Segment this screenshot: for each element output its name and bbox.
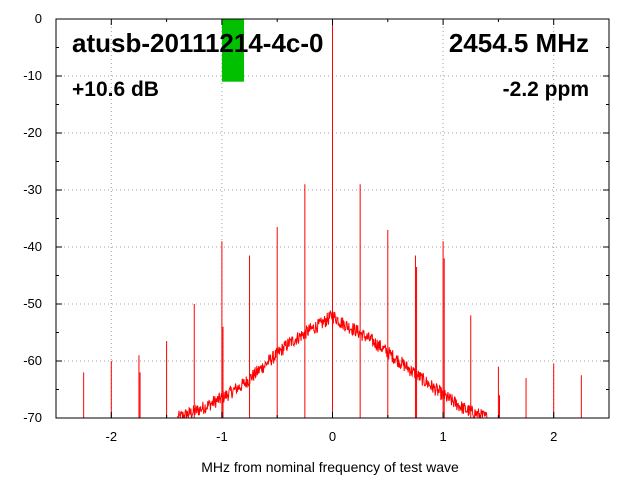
x-tick-label: 1 — [439, 429, 446, 444]
x-axis-label: MHz from nominal frequency of test wave — [201, 459, 459, 475]
y-tick-label: 0 — [35, 11, 42, 26]
y-tick-label: -40 — [23, 239, 42, 254]
frequency-label: 2454.5 MHz — [449, 28, 589, 58]
device-label: atusb-20111214-4c-0 — [72, 28, 324, 58]
x-tick-label: -1 — [216, 429, 228, 444]
y-tick-label: -60 — [23, 353, 42, 368]
gain-label: +10.6 dB — [72, 78, 159, 101]
spur-lines — [83, 19, 610, 418]
x-tick-label: 0 — [329, 429, 336, 444]
y-tick-label: -20 — [23, 125, 42, 140]
ticks: -2 -1 0 1 20-10-20-30-40-50-60-70 — [23, 11, 610, 444]
y-tick-label: -50 — [23, 296, 42, 311]
y-tick-label: -70 — [23, 410, 42, 425]
x-tick-label: -2 — [106, 429, 118, 444]
x-tick-label: 2 — [550, 429, 557, 444]
offset-label: -2.2 ppm — [503, 78, 589, 101]
marker-band — [221, 19, 245, 82]
marker-band-layer — [221, 19, 245, 82]
y-tick-label: -30 — [23, 182, 42, 197]
y-tick-label: -10 — [23, 68, 42, 83]
